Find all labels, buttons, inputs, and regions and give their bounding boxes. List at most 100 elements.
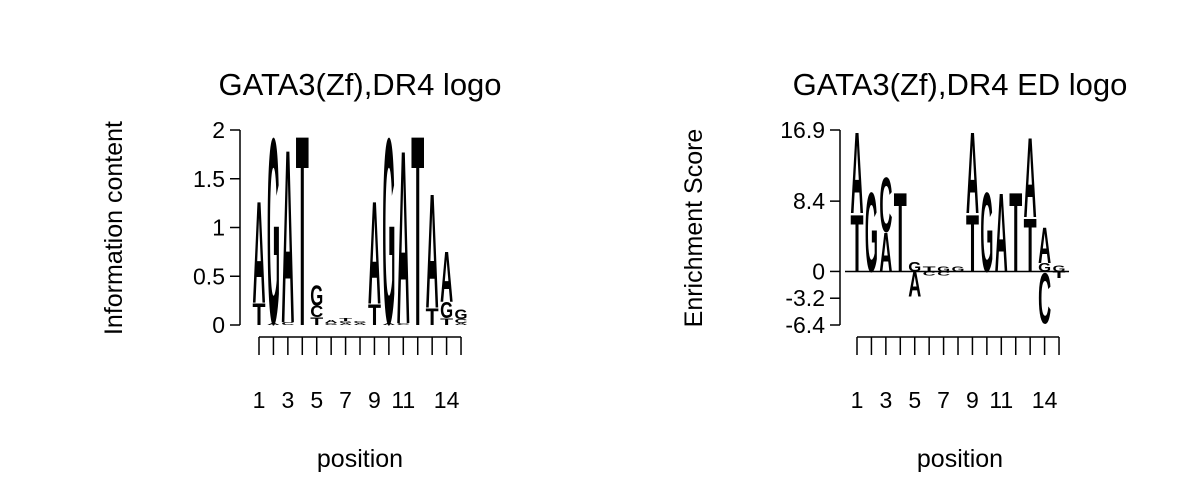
x-tick-label: 9 [966,387,979,413]
chart-title: GATA3(Zf),DR4 logo [218,67,501,102]
letter: C [281,322,295,327]
x-tick-label: 14 [1032,387,1058,413]
letter-group: A [426,160,439,342]
letter-group: T [296,78,309,383]
letter: G [382,83,395,379]
letter: A [455,323,468,326]
letter: G [455,307,468,322]
letter: A [253,172,266,335]
letter: A [325,320,339,325]
letter-group: A [382,323,395,326]
letter-group: A [1038,218,1051,275]
letter-group: G [310,281,323,312]
letter-group: C [281,322,295,327]
letter: G [865,170,878,297]
letter: T [966,197,979,289]
x-axis-label: position [317,445,403,473]
x-tick-label: 3 [281,387,294,413]
letter: T [368,299,381,332]
letter-group: A [267,323,280,326]
letter-group: T [1009,170,1022,297]
letter: T [923,265,936,273]
x-tick-label: 3 [879,387,892,413]
letter: T [1009,170,1022,297]
letter: T [253,296,266,332]
y-axis-label: Enrichment Score [680,129,708,328]
x-tick-label: 14 [434,387,460,413]
letter: T [426,303,439,330]
letter-group: A [440,238,453,318]
letter: A [267,323,280,326]
letter-group: A [851,108,864,238]
letter: C [879,161,892,249]
y-tick-label: 0 [212,312,225,338]
letter-group: G [937,265,950,273]
letter: G [908,258,921,274]
x-tick-label: 5 [310,387,323,413]
letter: A [339,323,352,326]
letter-group: G [267,83,280,379]
letter-group: T [368,299,381,332]
y-tick-label: 2 [212,117,225,143]
letter-group: G [908,258,921,274]
letter-group: T [851,197,864,289]
letter-group: T [426,303,439,330]
letter-group: G [980,170,993,297]
x-tick-label: 9 [368,387,381,413]
letter: A [1024,115,1037,242]
letter: T [296,78,309,383]
letter: C [937,271,950,277]
letter-group: T [966,197,979,289]
letter: T [411,78,424,383]
y-tick-label: 8.4 [793,188,825,214]
chart-title: GATA3(Zf),DR4 ED logo [793,67,1128,102]
letter-group: G [455,307,468,322]
x-tick-label: 1 [253,387,266,413]
x-tick-label: 7 [937,387,950,413]
y-tick-label: 16.9 [780,117,825,143]
letter-group: C [1038,259,1051,339]
letter: T [310,316,323,328]
letter: G [354,321,367,324]
letter: C [310,302,323,321]
letter: G [339,321,352,324]
letter: A [851,108,864,238]
letter-group: G [865,170,878,297]
x-tick-label: 7 [339,387,352,413]
letter-group: T [253,296,266,332]
letter: G [980,170,993,297]
letter: C [397,323,410,326]
letter: T [1024,203,1037,288]
letter: C [923,271,936,277]
letter: A [995,171,1008,296]
letter-group: A [397,100,410,376]
letter-group: G [354,321,367,324]
letter: C [455,319,469,325]
y-tick-label: 1 [212,215,225,241]
letter: G [952,265,965,273]
letter-group: C [310,302,323,321]
letter: A [1038,218,1051,275]
letter-group: T [411,78,424,383]
letter: A [281,99,294,375]
letter: A [908,266,921,305]
letter: T [339,318,352,323]
letter-group: G [1038,261,1051,274]
letter-group: C [937,271,950,277]
letter-group: G [382,83,395,379]
letter-group: A [253,172,266,335]
y-tick-label: 1.5 [193,166,225,192]
letter-group: A [995,171,1008,296]
y-tick-label: -3.2 [785,285,825,311]
letter-group: G [952,265,965,273]
letter-group: C [923,271,936,277]
letter-group: G [1053,264,1066,273]
letter: G [1038,261,1051,274]
letter-group: T [1053,270,1067,280]
letter: A [440,238,453,318]
letter-group: A [1024,115,1037,242]
letter: A [354,323,367,326]
letter: A [966,108,979,238]
letter-group: A [325,320,339,325]
